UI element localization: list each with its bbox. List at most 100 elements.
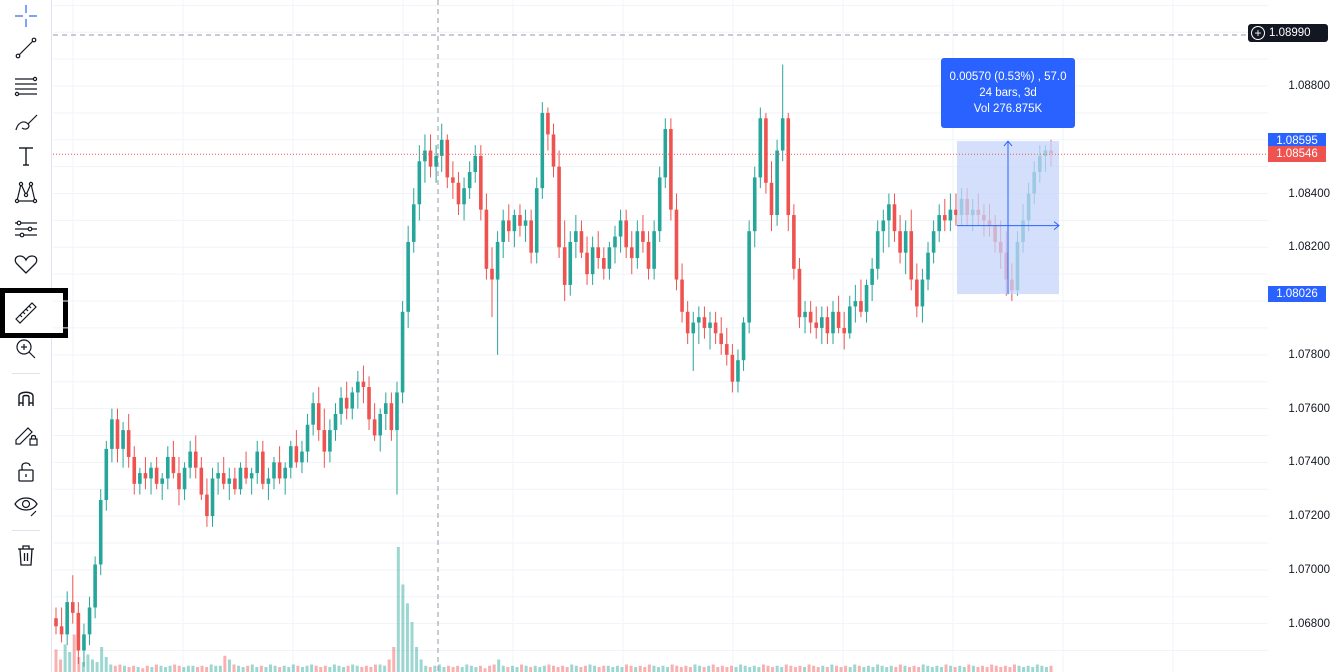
volume-bar	[246, 665, 250, 672]
volume-bar	[985, 667, 989, 672]
pencil-lock-icon[interactable]	[6, 418, 46, 450]
volume-bar	[647, 664, 651, 672]
candle-body	[316, 403, 321, 431]
heart-icon[interactable]	[6, 248, 46, 280]
price-tick-label: 1.07600	[1288, 402, 1330, 415]
candle-body	[193, 451, 198, 468]
ruler-icon[interactable]	[6, 297, 46, 329]
candle-body	[277, 462, 282, 479]
volume-bar	[346, 665, 350, 672]
candle-body	[356, 381, 360, 393]
brush-icon[interactable]	[6, 106, 46, 138]
candle-body	[266, 478, 271, 484]
volume-bar	[191, 665, 195, 672]
candle-body	[126, 430, 131, 457]
volume-bar	[971, 665, 975, 672]
candle-body	[59, 626, 64, 635]
measure-volume-text: Vol 276.875K	[973, 103, 1043, 115]
price-chart[interactable]	[53, 0, 1268, 672]
volume-bar	[857, 665, 861, 672]
volume-bar	[734, 667, 738, 672]
magnet-icon[interactable]	[6, 382, 46, 414]
crosshair-icon[interactable]	[6, 0, 46, 32]
candle-body	[378, 413, 383, 436]
candle-body	[814, 322, 819, 328]
volume-bar	[1008, 667, 1012, 672]
volume-bar	[579, 667, 583, 672]
eye-icon[interactable]	[6, 489, 46, 521]
volume-bar	[743, 665, 747, 672]
volume-bar	[670, 664, 674, 672]
candle-body	[926, 252, 930, 280]
candle-body	[205, 494, 209, 517]
volume-bar	[437, 664, 441, 672]
candle-body	[182, 467, 187, 490]
volume-bar	[113, 665, 117, 672]
candle-body	[713, 322, 718, 334]
candle-body	[937, 215, 942, 232]
volume-bar	[264, 667, 268, 672]
volume-bar	[415, 647, 419, 672]
volume-bar	[784, 664, 788, 672]
volume-bar	[501, 665, 505, 672]
candle-body	[629, 247, 634, 259]
volume-bar	[962, 667, 966, 672]
volume-bar	[853, 664, 857, 672]
volume-bar	[447, 665, 451, 672]
volume-bar	[844, 665, 848, 672]
volume-bar	[880, 665, 884, 672]
candle-body	[881, 220, 886, 232]
crosshair-price-label[interactable]: + 1.08990	[1248, 24, 1328, 42]
volume-bar	[693, 664, 697, 672]
volume-bar	[652, 665, 656, 672]
fib-retracement-icon[interactable]	[6, 69, 46, 101]
volume-bar	[122, 665, 126, 672]
measure-bottom-price-badge: 1.08026	[1268, 286, 1326, 303]
candle-body	[859, 301, 863, 312]
candle-body	[283, 467, 287, 479]
candle-body	[551, 134, 556, 167]
volume-bar	[930, 667, 934, 672]
candle-body	[590, 247, 595, 275]
volume-bar	[803, 667, 807, 672]
candle-body	[780, 118, 785, 151]
volume-bar	[593, 665, 597, 672]
candle-body	[719, 333, 723, 345]
volume-bar	[752, 665, 756, 672]
volume-bar	[958, 665, 962, 672]
volume-bar	[547, 664, 551, 672]
candle-body	[820, 317, 824, 328]
volume-bar	[990, 664, 994, 672]
volume-bar	[154, 664, 158, 672]
volume-bar	[465, 664, 469, 672]
price-tick-label: 1.08800	[1288, 80, 1330, 93]
volume-bar	[643, 667, 647, 672]
volume-bar	[401, 584, 405, 672]
volume-bar	[273, 665, 277, 672]
volume-bar	[716, 667, 720, 672]
pattern-icon[interactable]	[6, 176, 46, 208]
trend-line-icon[interactable]	[6, 32, 46, 64]
candle-body	[138, 473, 142, 484]
candle-body	[294, 446, 299, 463]
trash-icon[interactable]	[6, 539, 46, 571]
candle-body	[495, 241, 500, 280]
candle-body	[261, 451, 265, 484]
add-alert-icon[interactable]: +	[1251, 26, 1265, 40]
text-icon[interactable]	[6, 140, 46, 172]
volume-bar	[1035, 664, 1039, 672]
volume-bar	[296, 665, 300, 672]
candle-body	[864, 284, 869, 312]
price-tick-label: 1.08400	[1288, 187, 1330, 200]
zoom-in-icon[interactable]	[6, 333, 46, 365]
forecasting-icon[interactable]	[6, 213, 46, 245]
volume-bar	[428, 667, 432, 672]
volume-bar	[807, 664, 811, 672]
price-axis[interactable]: 1.08800 1.08400 1.08200 1.07800 1.07600 1.074…	[1268, 0, 1332, 672]
volume-bar	[1026, 665, 1030, 672]
candle-body	[216, 473, 220, 479]
lock-icon[interactable]	[6, 455, 46, 487]
candle-body	[920, 279, 925, 307]
candle-body	[451, 177, 455, 183]
candle-body	[758, 118, 763, 178]
